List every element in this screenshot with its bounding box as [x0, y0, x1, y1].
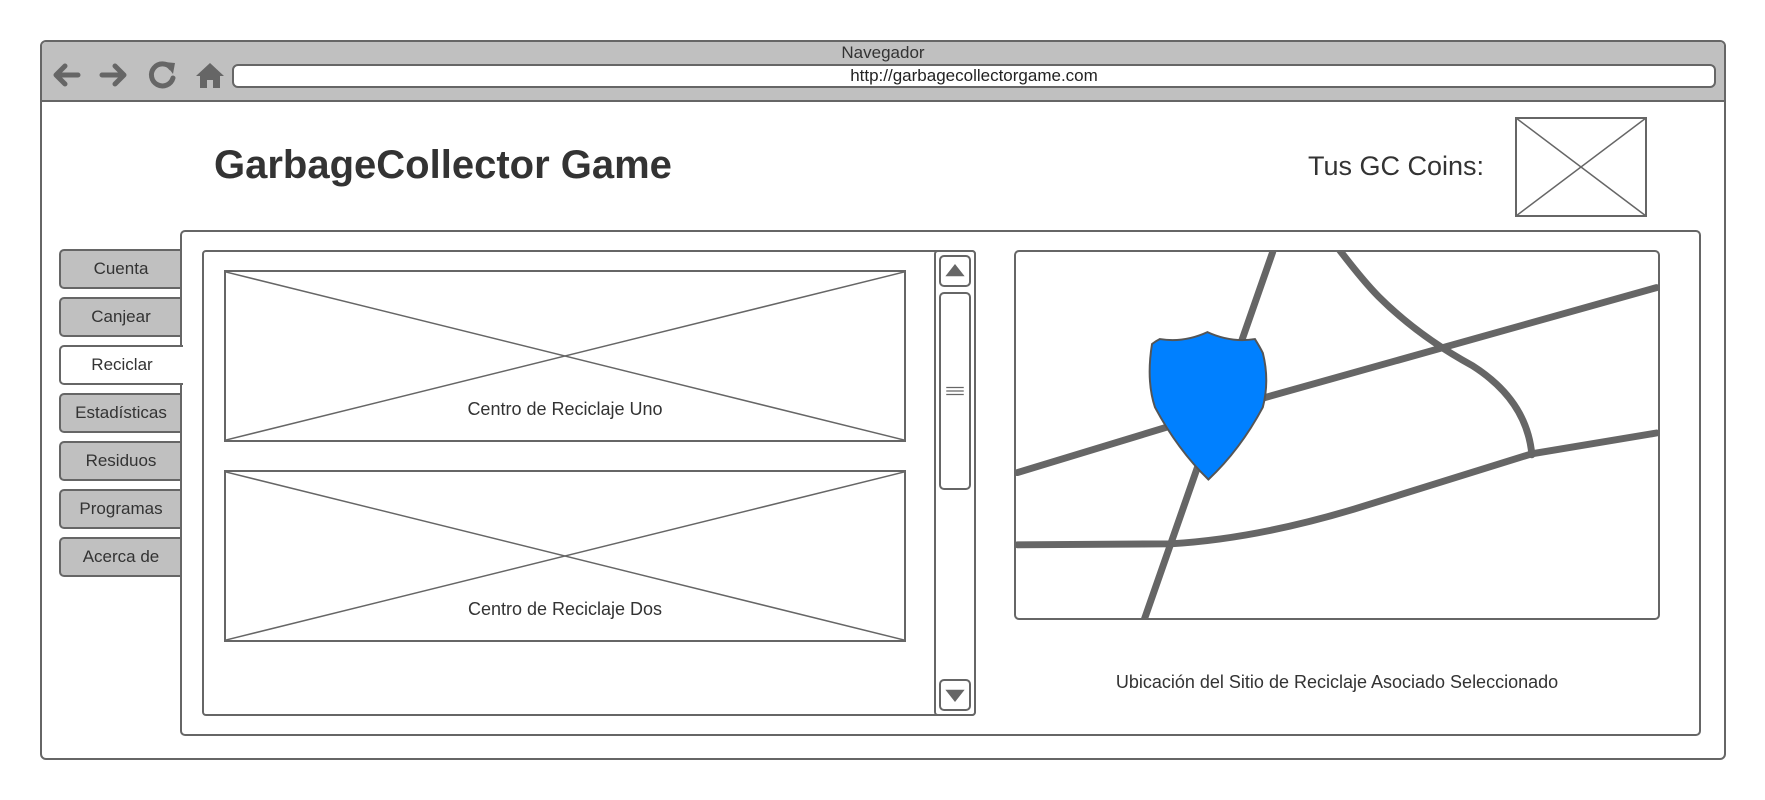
map-caption: Ubicación del Sitio de Reciclaje Asociad…: [1115, 672, 1559, 692]
location-map[interactable]: [1014, 250, 1660, 620]
browser-title: Navegador: [841, 43, 925, 62]
list-item[interactable]: Centro de Reciclaje Dos: [224, 470, 906, 642]
triangle-up-icon: [945, 264, 965, 277]
tab-programas[interactable]: Programas: [59, 489, 181, 529]
list-scrollbar[interactable]: [934, 250, 976, 716]
scroll-up-button[interactable]: [939, 255, 971, 287]
image-placeholder: [226, 272, 904, 440]
list-item-label: Centro de Reciclaje Uno: [467, 399, 663, 419]
reload-icon[interactable]: [144, 58, 180, 92]
map-road: [1016, 429, 1658, 549]
browser-titlebar: Navegador: [42, 42, 1724, 102]
map-road: [1016, 284, 1658, 477]
image-placeholder: [226, 472, 904, 640]
list-item-label: Centro de Reciclaje Dos: [467, 599, 663, 619]
map-illustration: [1016, 252, 1658, 618]
map-road: [1336, 252, 1536, 459]
coins-image-placeholder: [1515, 117, 1647, 217]
address-bar[interactable]: [232, 64, 1716, 88]
tab-canjear[interactable]: Canjear: [59, 297, 181, 337]
coins-label: Tus GC Coins:: [1308, 151, 1485, 181]
back-arrow-icon[interactable]: [48, 58, 84, 92]
recycling-center-list: [202, 250, 976, 716]
home-icon[interactable]: [192, 58, 228, 92]
grip-lines-icon: [946, 386, 964, 396]
scroll-thumb[interactable]: [939, 292, 971, 490]
list-item[interactable]: Centro de Reciclaje Uno: [224, 270, 906, 442]
tab-estadisticas[interactable]: Estadísticas: [59, 393, 181, 433]
tab-residuos[interactable]: Residuos: [59, 441, 181, 481]
scroll-down-button[interactable]: [939, 679, 971, 711]
triangle-down-icon: [945, 689, 965, 702]
tab-cuenta[interactable]: Cuenta: [59, 249, 181, 289]
forward-arrow-icon[interactable]: [96, 58, 132, 92]
app-title: GarbageCollector Game: [214, 143, 672, 187]
tab-reciclar[interactable]: Reciclar: [59, 345, 183, 385]
map-location-marker: [1148, 331, 1268, 481]
tab-acerca-de[interactable]: Acerca de: [59, 537, 181, 577]
